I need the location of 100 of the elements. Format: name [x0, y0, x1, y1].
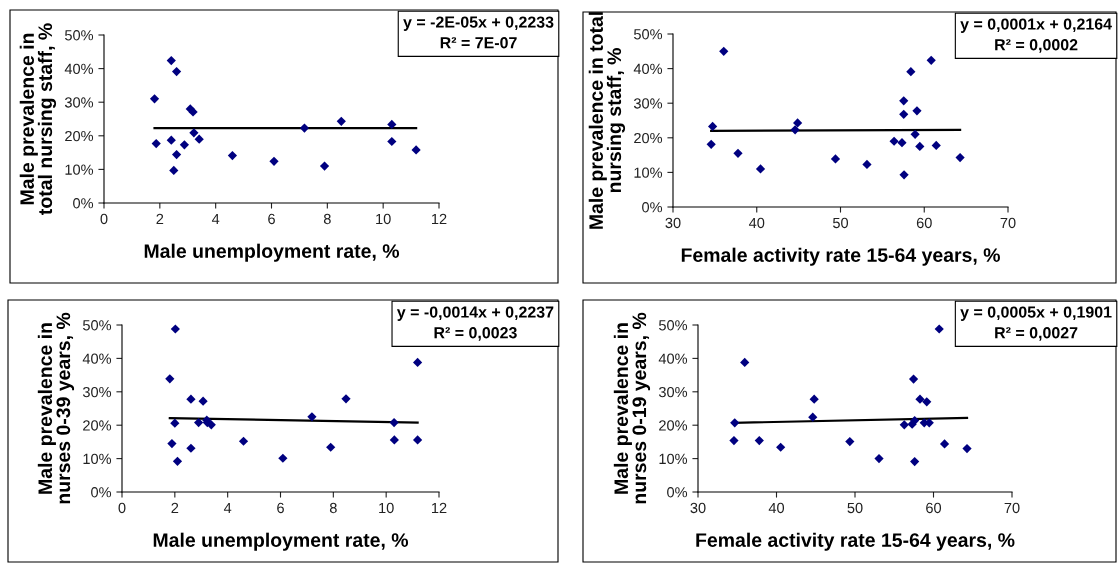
- x-tick-label: 10: [379, 502, 394, 514]
- point: [186, 394, 196, 404]
- y-tick-label: 10%: [65, 164, 94, 175]
- point: [194, 134, 204, 144]
- y-tick-label: 30%: [658, 386, 688, 398]
- point: [922, 397, 932, 407]
- x-tick-label: 30: [665, 217, 681, 229]
- x-tick-label: 50: [832, 217, 849, 229]
- text: y = -2E-05x + 0,2233: [403, 16, 554, 31]
- point: [227, 151, 238, 161]
- x-tick-label: 2: [171, 502, 179, 513]
- point: [908, 374, 919, 384]
- point: [899, 170, 909, 180]
- y-axis-title: Male prevalence in nurses 0-19 years, %: [613, 312, 651, 504]
- x-tick-label: 50: [847, 502, 863, 514]
- point: [915, 394, 925, 404]
- point: [740, 357, 750, 368]
- point: [754, 435, 764, 446]
- point: [299, 123, 310, 133]
- x-tick-label: 10: [376, 213, 391, 225]
- point: [708, 121, 718, 131]
- x-axis-title: Female activity rate 15-64 years, %: [681, 247, 1000, 266]
- y-axis-title: Male prevalence in total nursing staff, %: [588, 12, 626, 229]
- point: [706, 139, 716, 149]
- annotation: R² = 0,0023: [434, 327, 517, 341]
- x-tick-label: 2: [156, 213, 164, 224]
- point: [171, 67, 182, 77]
- point: [198, 396, 208, 406]
- point: [387, 136, 397, 147]
- point: [776, 442, 786, 452]
- point: [170, 418, 180, 428]
- y-tick-label: 20%: [659, 420, 688, 431]
- y-tick-label: 0%: [667, 487, 688, 498]
- point: [413, 357, 423, 368]
- text: R² = 7E-07: [440, 37, 517, 49]
- x-tick-label: 0: [118, 502, 126, 514]
- y-tick-label: 50%: [633, 29, 663, 40]
- x-tick-label: 8: [329, 502, 337, 514]
- point: [926, 55, 936, 65]
- point: [194, 417, 204, 428]
- y-tick-label: 50%: [64, 30, 94, 41]
- point: [899, 109, 909, 119]
- x-tick-label: 60: [926, 502, 942, 514]
- y-tick-label: 40%: [633, 63, 663, 75]
- point: [955, 152, 965, 163]
- point: [166, 55, 176, 66]
- y-tick-label: 10%: [634, 167, 663, 178]
- point: [169, 165, 179, 176]
- x-tick-label: 0: [100, 213, 108, 225]
- point: [167, 438, 177, 449]
- point: [172, 456, 183, 466]
- point: [151, 138, 161, 149]
- y-tick-label: 40%: [82, 353, 112, 364]
- point: [170, 324, 180, 334]
- x-tick-label: 12: [432, 213, 447, 224]
- point: [889, 136, 899, 146]
- point: [830, 154, 841, 164]
- x-tick-label: 4: [211, 213, 220, 224]
- point: [413, 435, 423, 445]
- y-tick-label: 20%: [65, 130, 94, 142]
- y-tick-label: 0%: [642, 202, 663, 213]
- point: [389, 417, 399, 428]
- x-tick-label: 60: [916, 217, 932, 229]
- point: [910, 129, 920, 139]
- point: [189, 128, 199, 138]
- point: [719, 46, 729, 56]
- y-tick-label: 40%: [658, 353, 688, 364]
- point: [238, 436, 249, 446]
- y-tick-label: 30%: [64, 97, 94, 108]
- point: [899, 420, 909, 430]
- text: y = -0,0014x + 0,2237: [396, 306, 554, 321]
- x-tick-label: 40: [748, 217, 765, 229]
- annotation: R² = 0,0002: [995, 39, 1078, 53]
- y-tick-label: 10%: [659, 453, 688, 465]
- point: [729, 435, 739, 446]
- point: [411, 145, 421, 155]
- point: [939, 439, 950, 449]
- point: [186, 443, 196, 453]
- y-tick-label: 20%: [83, 420, 112, 431]
- x-tick-label: 30: [690, 502, 706, 514]
- point: [307, 412, 317, 422]
- point: [269, 156, 279, 166]
- point: [808, 412, 818, 422]
- point: [793, 118, 803, 128]
- annotation: R² = 0,0027: [995, 327, 1078, 341]
- point: [389, 435, 399, 445]
- text: y = 0,0001x + 0,2164: [960, 18, 1112, 33]
- point: [171, 150, 182, 160]
- point: [912, 106, 922, 116]
- point: [790, 125, 800, 135]
- point: [149, 94, 160, 104]
- text: y = 0,0005x + 0,1901: [960, 306, 1112, 321]
- x-tick-label: 6: [277, 502, 284, 514]
- point: [845, 436, 855, 447]
- x-axis-title: Male unemployment rate, %: [144, 243, 400, 262]
- x-axis-title: Male unemployment rate, %: [153, 532, 409, 551]
- x-tick-label: 8: [323, 213, 331, 225]
- point: [341, 394, 351, 404]
- point: [387, 119, 397, 129]
- point: [755, 164, 766, 174]
